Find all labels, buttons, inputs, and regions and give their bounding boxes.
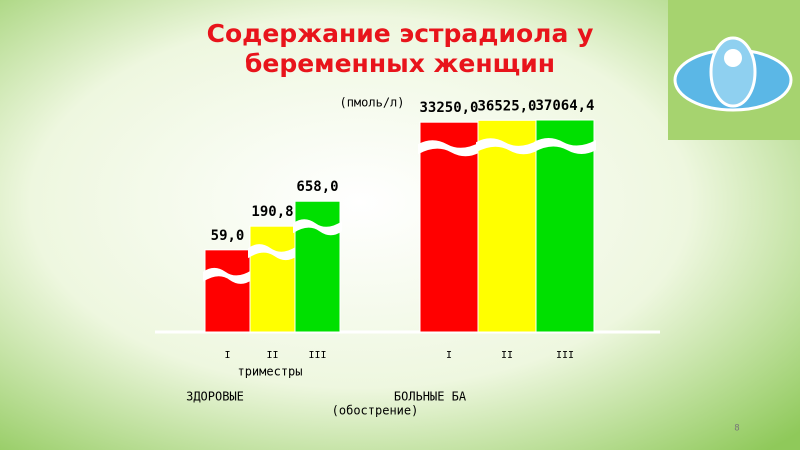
category-note: (обострение) [332, 404, 419, 418]
bar [419, 121, 479, 333]
category-label: ЗДОРОВЫЕ [186, 390, 244, 404]
page-number: 8 [734, 424, 739, 434]
axis-break [418, 140, 480, 157]
logo [668, 0, 800, 140]
bar [204, 249, 251, 333]
value-label: 36525,0 [477, 98, 536, 114]
category-label: БОЛЬНЫЕ БА [394, 390, 467, 404]
x-tick-label: III [556, 350, 574, 361]
value-label: 658,0 [296, 179, 338, 195]
x-tick-label: I [446, 350, 452, 361]
x-axis-label: триместры [237, 365, 302, 379]
x-tick-label: I [224, 350, 230, 361]
axis-break [203, 267, 252, 284]
axis-break [293, 219, 342, 236]
bar [535, 119, 595, 333]
x-tick-label: II [266, 350, 278, 361]
value-label: 59,0 [211, 228, 245, 244]
unit-label: (пмоль/л) [339, 96, 404, 110]
value-label: 33250,0 [419, 100, 478, 116]
x-tick-label: III [308, 350, 326, 361]
bar [249, 225, 296, 333]
bar [477, 119, 537, 333]
axis-break [534, 138, 596, 154]
axis-break [248, 244, 297, 261]
x-tick-label: II [501, 350, 513, 361]
value-label: 37064,4 [535, 98, 594, 114]
title: Содержание эстрадиола у [207, 19, 594, 48]
value-label: 190,8 [251, 204, 293, 220]
title: беременных женщин [245, 49, 555, 78]
axis-break [476, 138, 538, 155]
